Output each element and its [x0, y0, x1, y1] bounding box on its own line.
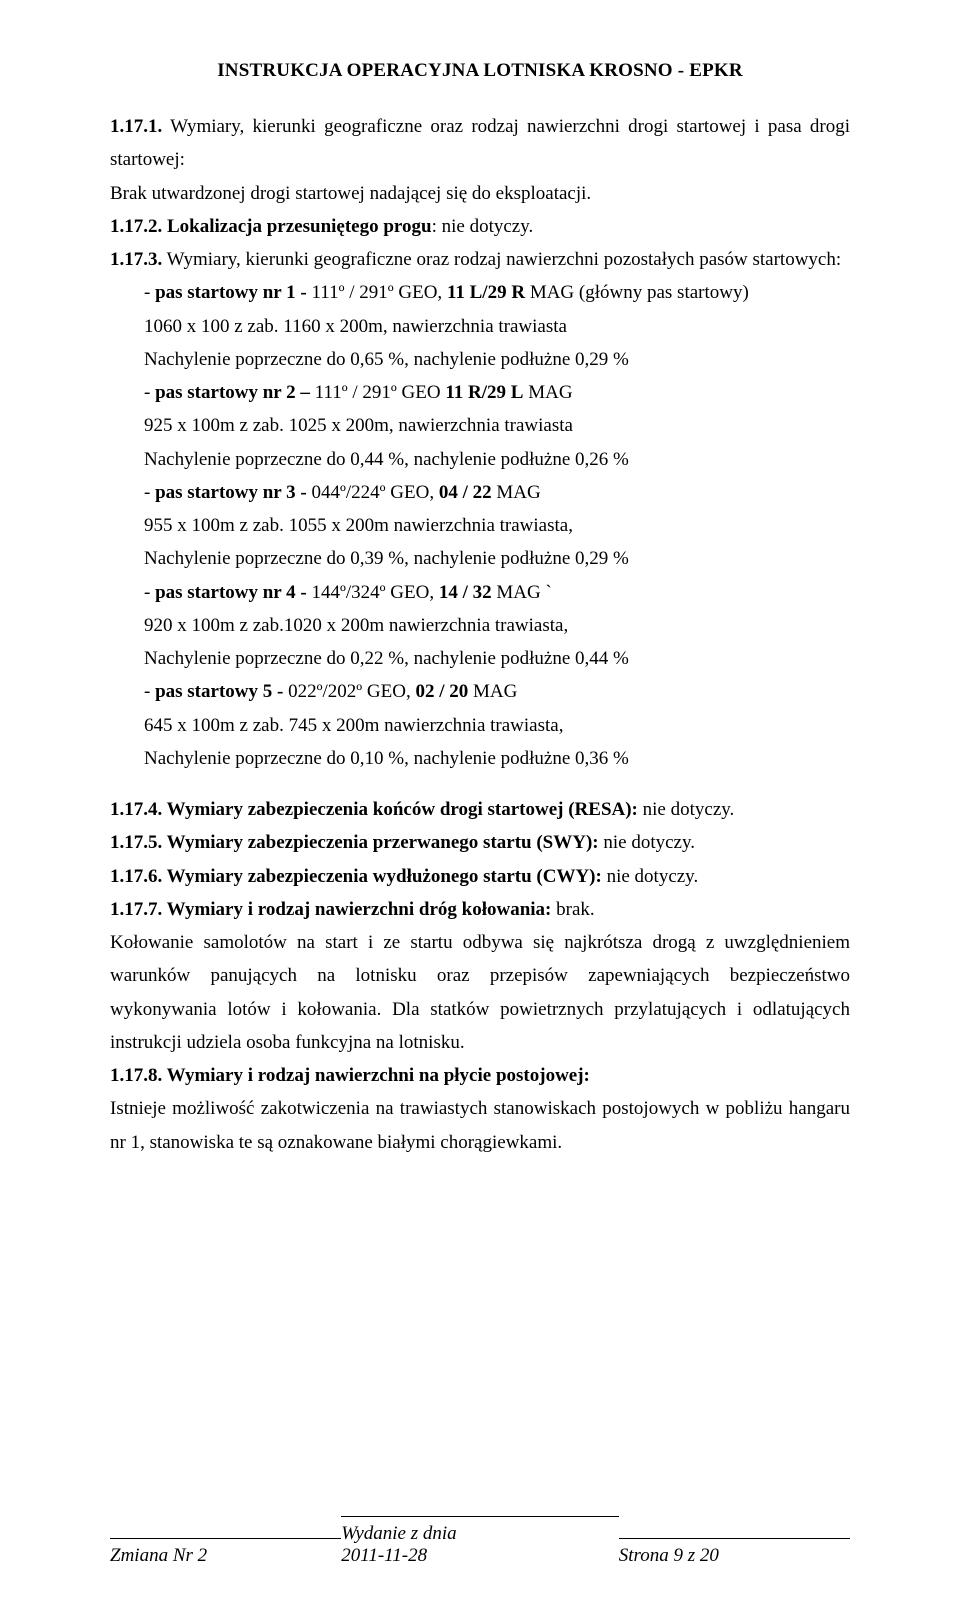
sec-num: 1.17.3. — [110, 249, 162, 270]
runway-label: pas startowy 5 - — [155, 681, 288, 702]
sec-title: Wymiary i rodzaj nawierzchni dróg kołowa… — [162, 899, 551, 920]
runway-mag: 14 / 32 — [439, 582, 492, 603]
runway-3: - pas startowy nr 3 - 044º/224º GEO, 04 … — [110, 476, 850, 576]
runway-2-line3: Nachylenie poprzeczne do 0,44 %, nachyle… — [144, 443, 850, 476]
runway-tail: MAG — [492, 482, 541, 503]
runway-geo: 111º / 291º GEO — [315, 382, 446, 403]
runway-mag: 11 L/29 R — [447, 282, 525, 303]
sec-num: 1.17.6. — [110, 866, 162, 887]
runway-mag: 11 R/29 L — [445, 382, 523, 403]
sec-num: 1.17.5. — [110, 832, 162, 853]
sec-num: 1.17.2. — [110, 216, 162, 237]
runway-mag: 04 / 22 — [439, 482, 492, 503]
runway-4-line3: Nachylenie poprzeczne do 0,22 %, nachyle… — [144, 642, 850, 675]
sec-tail: nie dotyczy. — [638, 799, 734, 820]
runway-1-line1: - pas startowy nr 1 - 111º / 291º GEO, 1… — [144, 276, 850, 309]
runway-3-line2: 955 x 100m z zab. 1055 x 200m nawierzchn… — [144, 509, 850, 542]
section-1-17-7: 1.17.7. Wymiary i rodzaj nawierzchni dró… — [110, 893, 850, 926]
sec-num: 1.17.1. — [110, 116, 162, 137]
footer-mid-line2: 2011-11-28 — [341, 1545, 619, 1567]
footer-left: Zmiana Nr 2 — [110, 1538, 341, 1567]
runway-geo: 044º/224º GEO, — [311, 482, 438, 503]
runway-1: - pas startowy nr 1 - 111º / 291º GEO, 1… — [110, 276, 850, 376]
runway-label: pas startowy nr 1 - — [155, 282, 311, 303]
runway-label: pas startowy nr 2 – — [155, 382, 315, 403]
runway-tail: MAG — [468, 681, 517, 702]
runway-label: pas startowy nr 3 - — [155, 482, 311, 503]
sec-lead: Wymiary, kierunki geograficzne oraz rodz… — [110, 116, 850, 170]
section-1-17-4: 1.17.4. Wymiary zabezpieczenia końców dr… — [110, 793, 850, 826]
runway-mag: 02 / 20 — [415, 681, 468, 702]
footer-mid: Wydanie z dnia 2011-11-28 — [341, 1516, 619, 1567]
body: 1.17.1. Wymiary, kierunki geograficzne o… — [110, 110, 850, 1159]
runway-tail: MAG (główny pas startowy) — [525, 282, 749, 303]
footer: Zmiana Nr 2 Wydanie z dnia 2011-11-28 St… — [110, 1516, 850, 1567]
sec-tail: : nie dotyczy. — [432, 216, 534, 237]
footer-right-num: 9 — [673, 1545, 683, 1566]
runway-2-line2: 925 x 100m z zab. 1025 x 200m, nawierzch… — [144, 409, 850, 442]
sec-lead: Wymiary, kierunki geograficzne oraz rodz… — [162, 249, 836, 270]
sec-num: 1.17.8. — [110, 1065, 162, 1086]
sec-title: Wymiary zabezpieczenia końców drogi star… — [162, 799, 638, 820]
sec-title: Wymiary i rodzaj nawierzchni na płycie p… — [162, 1065, 590, 1086]
runway-geo: 144º/324º GEO, — [311, 582, 438, 603]
footer-right-pre: Strona — [619, 1545, 674, 1566]
section-1-17-8-body: Istnieje możliwość zakotwiczenia na traw… — [110, 1092, 850, 1159]
sec-tail: nie dotyczy. — [602, 866, 698, 887]
runway-4-line1: - pas startowy nr 4 - 144º/324º GEO, 14 … — [144, 576, 850, 609]
runway-5-line1: - pas startowy 5 - 022º/202º GEO, 02 / 2… — [144, 675, 850, 708]
runway-3-line1: - pas startowy nr 3 - 044º/224º GEO, 04 … — [144, 476, 850, 509]
section-1-17-1-body: Brak utwardzonej drogi startowej nadając… — [110, 177, 850, 210]
footer-mid-line1: Wydanie z dnia — [341, 1523, 619, 1545]
runway-tail: MAG ` — [492, 582, 552, 603]
dash: - — [144, 282, 155, 303]
section-1-17-6: 1.17.6. Wymiary zabezpieczenia wydłużone… — [110, 860, 850, 893]
runway-1-line3: Nachylenie poprzeczne do 0,65 %, nachyle… — [144, 343, 850, 376]
runway-geo: 022º/202º GEO, — [288, 681, 415, 702]
runway-geo: 111º / 291º GEO, — [311, 282, 446, 303]
page: INSTRUKCJA OPERACYJNA LOTNISKA KROSNO - … — [0, 0, 960, 1607]
sec-tail: brak. — [551, 899, 594, 920]
sec-title: Wymiary zabezpieczenia wydłużonego start… — [162, 866, 602, 887]
sec-tail: : — [836, 249, 841, 270]
section-1-17-8: 1.17.8. Wymiary i rodzaj nawierzchni na … — [110, 1059, 850, 1092]
runway-2-line1: - pas startowy nr 2 – 111º / 291º GEO 11… — [144, 376, 850, 409]
runway-5-line3: Nachylenie poprzeczne do 0,10 %, nachyle… — [144, 742, 850, 775]
runway-1-line2: 1060 x 100 z zab. 1160 x 200m, nawierzch… — [144, 310, 850, 343]
page-header: INSTRUKCJA OPERACYJNA LOTNISKA KROSNO - … — [110, 60, 850, 82]
runway-4: - pas startowy nr 4 - 144º/324º GEO, 14 … — [110, 576, 850, 676]
runway-tail: MAG — [523, 382, 572, 403]
dash: - — [144, 482, 155, 503]
sec-title: Wymiary zabezpieczenia przerwanego start… — [162, 832, 598, 853]
dash: - — [144, 382, 155, 403]
section-1-17-5: 1.17.5. Wymiary zabezpieczenia przerwane… — [110, 826, 850, 859]
runway-3-line3: Nachylenie poprzeczne do 0,39 %, nachyle… — [144, 542, 850, 575]
runway-5-line2: 645 x 100m z zab. 745 x 200m nawierzchni… — [144, 709, 850, 742]
runway-5: - pas startowy 5 - 022º/202º GEO, 02 / 2… — [110, 675, 850, 775]
section-1-17-1: 1.17.1. Wymiary, kierunki geograficzne o… — [110, 110, 850, 177]
runway-2: - pas startowy nr 2 – 111º / 291º GEO 11… — [110, 376, 850, 476]
dash: - — [144, 681, 155, 702]
footer-right: Strona 9 z 20 — [619, 1538, 850, 1567]
dash: - — [144, 582, 155, 603]
runway-4-line2: 920 x 100m z zab.1020 x 200m nawierzchni… — [144, 609, 850, 642]
section-1-17-3: 1.17.3. Wymiary, kierunki geograficzne o… — [110, 243, 850, 276]
sec-num: 1.17.4. — [110, 799, 162, 820]
section-1-17-2: 1.17.2. Lokalizacja przesuniętego progu:… — [110, 210, 850, 243]
sec-num: 1.17.7. — [110, 899, 162, 920]
runway-label: pas startowy nr 4 - — [155, 582, 311, 603]
footer-right-post: z 20 — [683, 1545, 719, 1566]
section-1-17-7-body: Kołowanie samolotów na start i ze startu… — [110, 926, 850, 1059]
sec-title: Lokalizacja przesuniętego progu — [162, 216, 431, 237]
sec-tail: nie dotyczy. — [599, 832, 695, 853]
